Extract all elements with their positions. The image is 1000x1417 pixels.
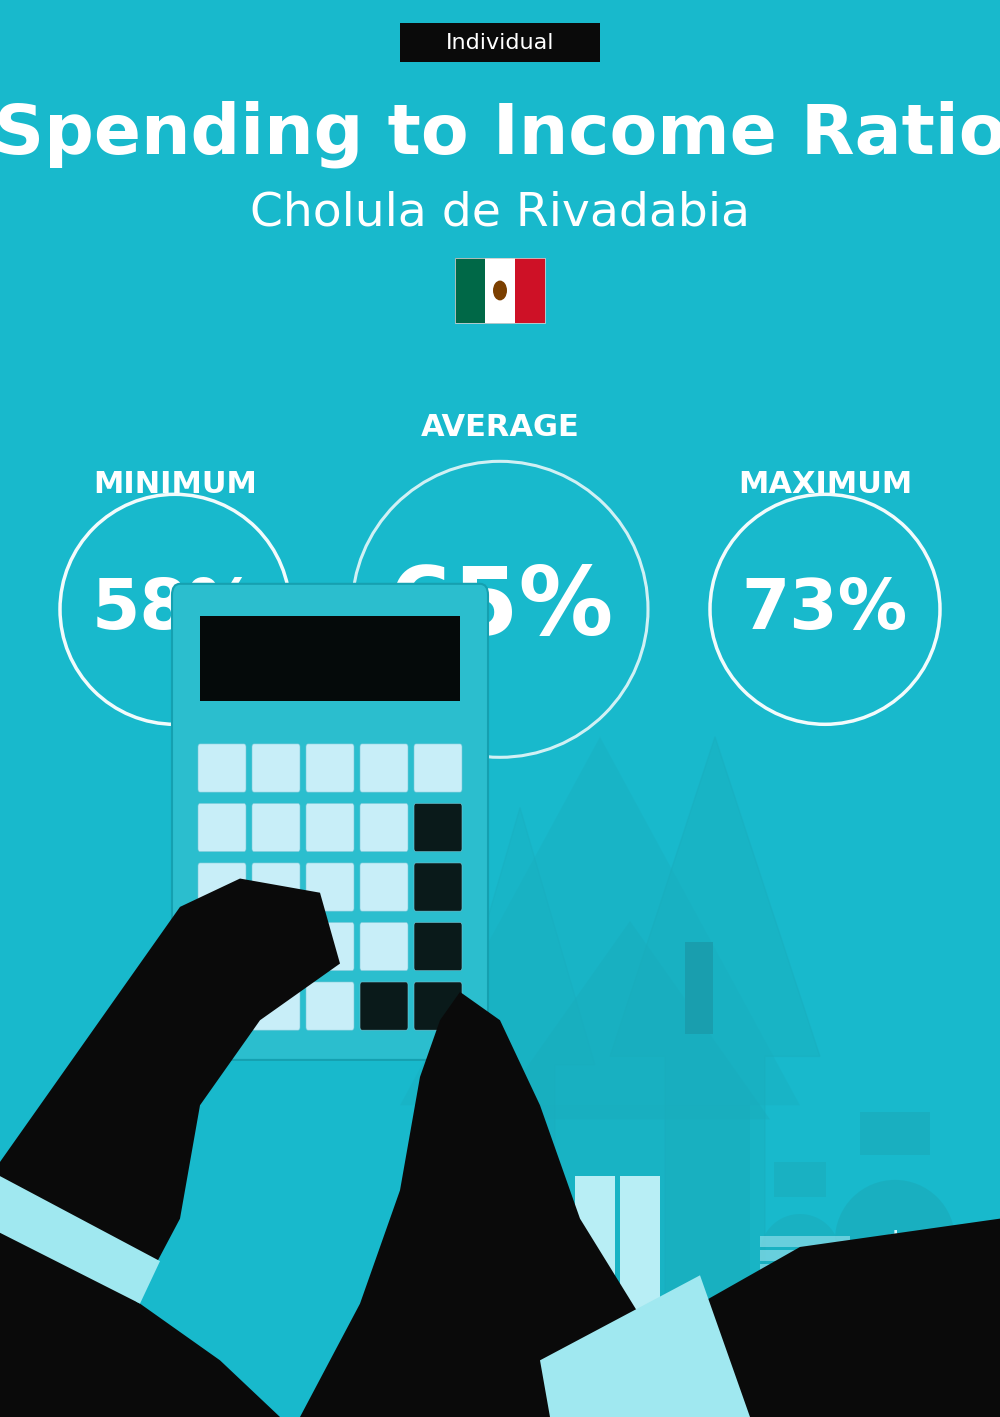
Text: AVERAGE: AVERAGE (421, 414, 579, 442)
FancyBboxPatch shape (414, 863, 462, 911)
FancyBboxPatch shape (198, 922, 246, 971)
FancyBboxPatch shape (400, 23, 600, 62)
FancyBboxPatch shape (760, 1335, 850, 1346)
Polygon shape (0, 1176, 160, 1304)
Text: MAXIMUM: MAXIMUM (738, 470, 912, 499)
Polygon shape (550, 1219, 1000, 1417)
Ellipse shape (835, 1180, 955, 1299)
FancyBboxPatch shape (306, 922, 354, 971)
Polygon shape (300, 992, 750, 1417)
FancyBboxPatch shape (172, 584, 488, 1060)
FancyBboxPatch shape (200, 616, 460, 701)
FancyBboxPatch shape (760, 1321, 850, 1332)
Circle shape (493, 281, 507, 300)
Polygon shape (445, 808, 595, 1275)
FancyBboxPatch shape (198, 744, 246, 792)
Text: 73%: 73% (742, 575, 908, 643)
FancyBboxPatch shape (306, 863, 354, 911)
Text: MINIMUM: MINIMUM (93, 470, 257, 499)
FancyBboxPatch shape (306, 982, 354, 1030)
Polygon shape (0, 1233, 280, 1417)
FancyBboxPatch shape (198, 982, 246, 1030)
Text: Individual: Individual (446, 33, 554, 52)
FancyBboxPatch shape (510, 1105, 750, 1346)
FancyBboxPatch shape (760, 1278, 850, 1289)
Polygon shape (400, 737, 800, 1105)
FancyBboxPatch shape (360, 803, 408, 852)
FancyBboxPatch shape (620, 1176, 660, 1346)
FancyBboxPatch shape (252, 922, 300, 971)
Ellipse shape (760, 1214, 840, 1294)
FancyBboxPatch shape (575, 1176, 615, 1346)
FancyBboxPatch shape (860, 1112, 930, 1155)
FancyBboxPatch shape (455, 258, 485, 323)
FancyBboxPatch shape (360, 982, 408, 1030)
FancyBboxPatch shape (774, 1162, 826, 1197)
FancyBboxPatch shape (306, 803, 354, 852)
FancyBboxPatch shape (252, 744, 300, 792)
FancyBboxPatch shape (306, 744, 354, 792)
FancyBboxPatch shape (360, 922, 408, 971)
FancyBboxPatch shape (515, 258, 545, 323)
Text: Spending to Income Ratio: Spending to Income Ratio (0, 101, 1000, 169)
FancyBboxPatch shape (760, 1292, 850, 1304)
FancyBboxPatch shape (414, 803, 462, 852)
Polygon shape (540, 1275, 750, 1417)
FancyBboxPatch shape (760, 1306, 850, 1318)
FancyBboxPatch shape (252, 982, 300, 1030)
FancyBboxPatch shape (760, 1264, 850, 1275)
FancyBboxPatch shape (360, 863, 408, 911)
Polygon shape (610, 737, 820, 1318)
FancyBboxPatch shape (760, 1236, 850, 1247)
Polygon shape (0, 879, 340, 1417)
Text: $: $ (883, 1230, 907, 1264)
FancyBboxPatch shape (685, 942, 713, 1034)
FancyBboxPatch shape (760, 1250, 850, 1261)
FancyBboxPatch shape (414, 922, 462, 971)
FancyBboxPatch shape (198, 803, 246, 852)
Polygon shape (490, 921, 770, 1119)
FancyBboxPatch shape (252, 863, 300, 911)
FancyBboxPatch shape (414, 982, 462, 1030)
Text: $: $ (792, 1250, 808, 1272)
Text: Cholula de Rivadabia: Cholula de Rivadabia (250, 190, 750, 235)
FancyBboxPatch shape (485, 258, 515, 323)
FancyBboxPatch shape (414, 744, 462, 792)
FancyBboxPatch shape (360, 744, 408, 792)
Text: 58%: 58% (92, 575, 258, 643)
Text: 65%: 65% (387, 564, 613, 655)
FancyBboxPatch shape (198, 863, 246, 911)
FancyBboxPatch shape (252, 803, 300, 852)
